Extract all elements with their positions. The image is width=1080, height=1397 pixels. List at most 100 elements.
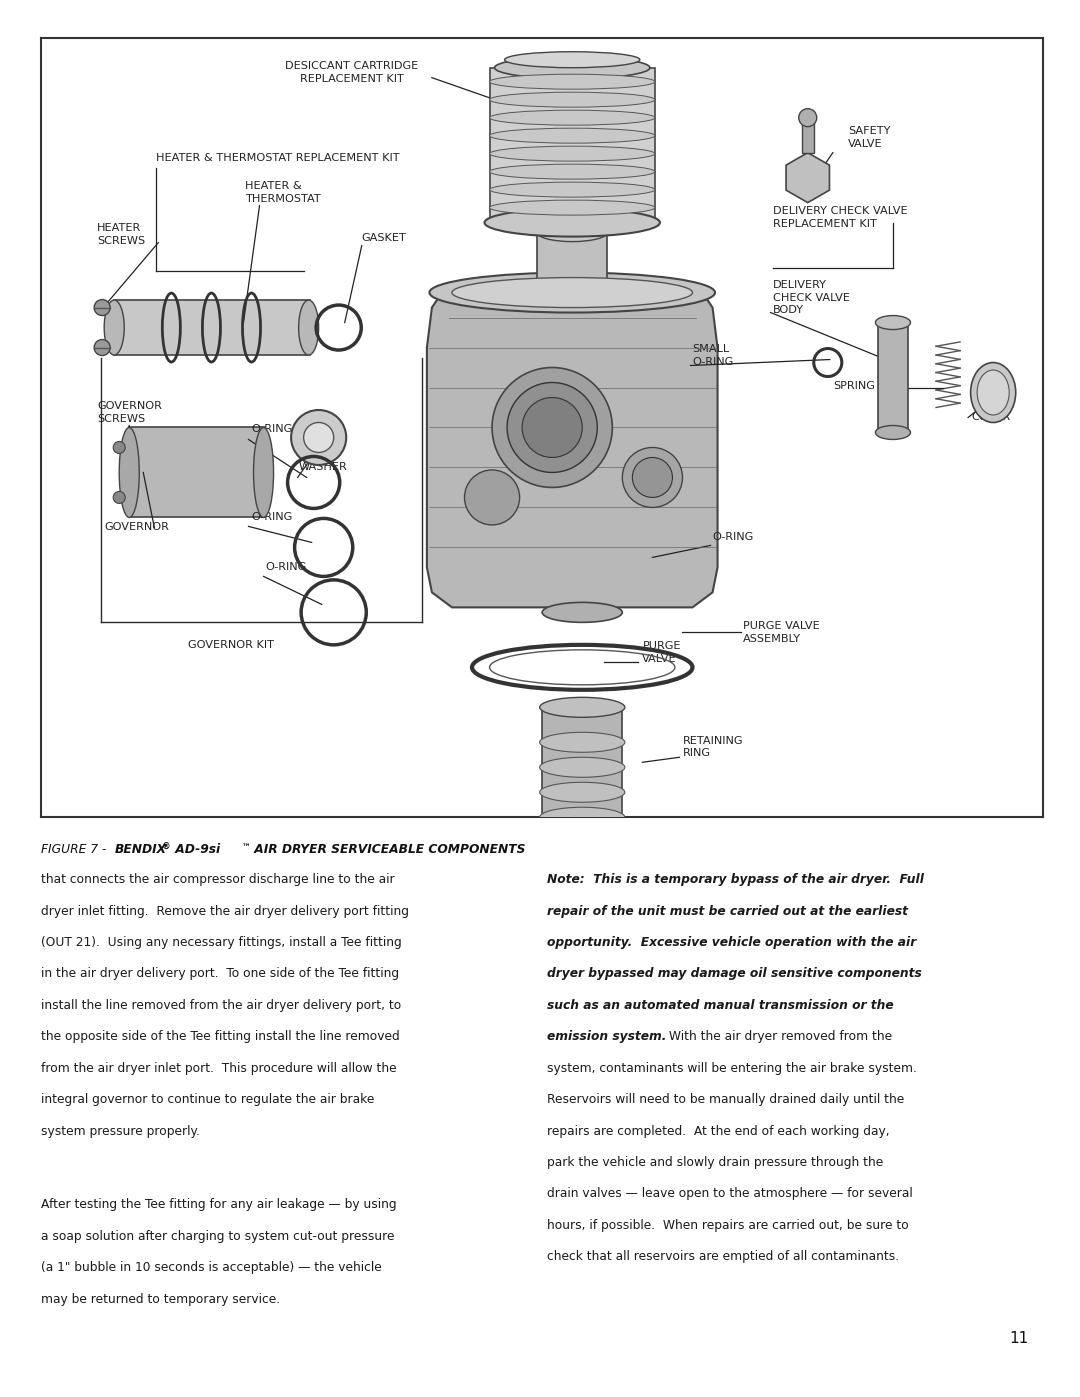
- Ellipse shape: [489, 163, 654, 179]
- Ellipse shape: [508, 383, 597, 472]
- Ellipse shape: [298, 300, 319, 355]
- Bar: [130, 427, 265, 517]
- Bar: [490, 67, 656, 222]
- Text: dryer bypassed may damage oil sensitive components: dryer bypassed may damage oil sensitive …: [548, 967, 922, 981]
- Ellipse shape: [540, 732, 625, 753]
- Circle shape: [94, 299, 110, 316]
- Polygon shape: [427, 292, 717, 608]
- Ellipse shape: [542, 602, 622, 623]
- Text: WASHER: WASHER: [298, 462, 348, 472]
- Text: drain valves — leave open to the atmosphere — for several: drain valves — leave open to the atmosph…: [548, 1187, 913, 1200]
- Text: check that all reservoirs are emptied of all contaminants.: check that all reservoirs are emptied of…: [548, 1250, 900, 1263]
- Ellipse shape: [489, 110, 654, 126]
- Ellipse shape: [119, 427, 139, 517]
- Circle shape: [94, 339, 110, 355]
- Ellipse shape: [430, 272, 715, 313]
- Text: emission system.: emission system.: [548, 1030, 666, 1044]
- Text: GOVERNOR KIT: GOVERNOR KIT: [189, 640, 274, 651]
- Bar: [878, 323, 908, 433]
- Ellipse shape: [489, 147, 654, 161]
- Text: repairs are completed.  At the end of each working day,: repairs are completed. At the end of eac…: [548, 1125, 890, 1137]
- Text: in the air dryer delivery port.  To one side of the Tee fitting: in the air dryer delivery port. To one s…: [41, 967, 400, 981]
- Text: AIR DRYER SERVICEABLE COMPONENTS: AIR DRYER SERVICEABLE COMPONENTS: [249, 842, 525, 856]
- Ellipse shape: [492, 367, 612, 488]
- Ellipse shape: [633, 457, 673, 497]
- Ellipse shape: [971, 362, 1015, 422]
- Ellipse shape: [622, 447, 683, 507]
- Text: HEATER
SCREWS: HEATER SCREWS: [97, 224, 146, 246]
- Ellipse shape: [292, 409, 347, 465]
- Text: 11: 11: [1009, 1331, 1028, 1345]
- Ellipse shape: [557, 897, 607, 918]
- Text: such as an automated manual transmission or the: such as an automated manual transmission…: [548, 999, 894, 1011]
- Ellipse shape: [303, 422, 334, 453]
- Text: After testing the Tee fitting for any air leakage — by using: After testing the Tee fitting for any ai…: [41, 1199, 396, 1211]
- Text: PURGE
VALVE: PURGE VALVE: [643, 641, 680, 664]
- Text: from the air dryer inlet port.  This procedure will allow the: from the air dryer inlet port. This proc…: [41, 1062, 396, 1074]
- Ellipse shape: [540, 833, 625, 852]
- Text: COVER: COVER: [971, 412, 1010, 422]
- Text: ®: ®: [162, 842, 171, 852]
- Text: Note:  This is a temporary bypass of the air dryer.  Full: Note: This is a temporary bypass of the …: [548, 873, 924, 886]
- Text: that connects the air compressor discharge line to the air: that connects the air compressor dischar…: [41, 873, 394, 886]
- Text: install the line removed from the air dryer delivery port, to: install the line removed from the air dr…: [41, 999, 402, 1011]
- Text: DELIVERY CHECK VALVE
REPLACEMENT KIT: DELIVERY CHECK VALVE REPLACEMENT KIT: [772, 207, 907, 229]
- Text: HEATER & THERMOSTAT REPLACEMENT KIT: HEATER & THERMOSTAT REPLACEMENT KIT: [157, 152, 400, 162]
- Ellipse shape: [876, 316, 910, 330]
- Ellipse shape: [540, 757, 625, 777]
- Text: DELIVERY
CHECK VALVE
BODY: DELIVERY CHECK VALVE BODY: [772, 281, 850, 314]
- Ellipse shape: [489, 92, 654, 108]
- Text: O-RING: O-RING: [252, 425, 293, 434]
- Ellipse shape: [522, 398, 582, 457]
- Text: AD-9si: AD-9si: [172, 842, 220, 856]
- Text: ™: ™: [242, 842, 251, 852]
- Text: RETAINING
RING: RETAINING RING: [683, 736, 743, 759]
- Ellipse shape: [876, 426, 910, 440]
- Ellipse shape: [977, 370, 1009, 415]
- Text: SPRING: SPRING: [833, 380, 875, 391]
- Text: a soap solution after charging to system cut-out pressure: a soap solution after charging to system…: [41, 1229, 394, 1243]
- Text: repair of the unit must be carried out at the earliest: repair of the unit must be carried out a…: [548, 905, 908, 918]
- Bar: [114, 299, 310, 355]
- Text: GOVERNOR
SCREWS: GOVERNOR SCREWS: [97, 401, 162, 423]
- Text: O-RING: O-RING: [266, 563, 307, 573]
- Circle shape: [113, 441, 125, 454]
- Ellipse shape: [540, 858, 625, 877]
- Text: Reservoirs will need to be manually drained daily until the: Reservoirs will need to be manually drai…: [548, 1092, 904, 1106]
- Text: system pressure properly.: system pressure properly.: [41, 1125, 200, 1137]
- Text: SAFETY
VALVE: SAFETY VALVE: [848, 127, 890, 149]
- Ellipse shape: [489, 129, 654, 142]
- Ellipse shape: [519, 933, 665, 971]
- Ellipse shape: [495, 57, 650, 78]
- Ellipse shape: [537, 224, 607, 242]
- Text: With the air dryer removed from the: With the air dryer removed from the: [665, 1030, 892, 1044]
- Text: BENDIX: BENDIX: [116, 842, 167, 856]
- Text: integral governor to continue to regulate the air brake: integral governor to continue to regulat…: [41, 1092, 375, 1106]
- Text: HEATER &
THERMOSTAT: HEATER & THERMOSTAT: [245, 182, 321, 204]
- Text: O-RING: O-RING: [713, 532, 754, 542]
- Text: park the vehicle and slowly drain pressure through the: park the vehicle and slowly drain pressu…: [548, 1155, 883, 1169]
- Text: O-RING: O-RING: [252, 513, 293, 522]
- Ellipse shape: [485, 208, 660, 236]
- Text: GOVERNOR: GOVERNOR: [104, 522, 170, 532]
- Circle shape: [799, 109, 816, 127]
- Text: may be returned to temporary service.: may be returned to temporary service.: [41, 1292, 280, 1306]
- Text: DESICCANT CARTRIDGE
REPLACEMENT KIT: DESICCANT CARTRIDGE REPLACEMENT KIT: [285, 61, 418, 84]
- Text: opportunity.  Excessive vehicle operation with the air: opportunity. Excessive vehicle operation…: [548, 936, 917, 949]
- Bar: [542, 707, 622, 887]
- Ellipse shape: [104, 300, 124, 355]
- Ellipse shape: [537, 939, 647, 967]
- Text: (OUT 21).  Using any necessary fittings, install a Tee fitting: (OUT 21). Using any necessary fittings, …: [41, 936, 402, 949]
- Text: system, contaminants will be entering the air brake system.: system, contaminants will be entering th…: [548, 1062, 917, 1074]
- Ellipse shape: [540, 807, 625, 827]
- Ellipse shape: [540, 697, 625, 717]
- Text: PURGE VALVE
ASSEMBLY: PURGE VALVE ASSEMBLY: [743, 622, 820, 644]
- Ellipse shape: [504, 52, 639, 67]
- Ellipse shape: [489, 182, 654, 197]
- Text: FIGURE 7 -: FIGURE 7 -: [41, 842, 110, 856]
- Text: dryer inlet fitting.  Remove the air dryer delivery port fitting: dryer inlet fitting. Remove the air drye…: [41, 905, 409, 918]
- Ellipse shape: [489, 200, 654, 215]
- Text: (a 1" bubble in 10 seconds is acceptable) — the vehicle: (a 1" bubble in 10 seconds is acceptable…: [41, 1261, 382, 1274]
- Ellipse shape: [540, 782, 625, 802]
- Ellipse shape: [540, 877, 625, 897]
